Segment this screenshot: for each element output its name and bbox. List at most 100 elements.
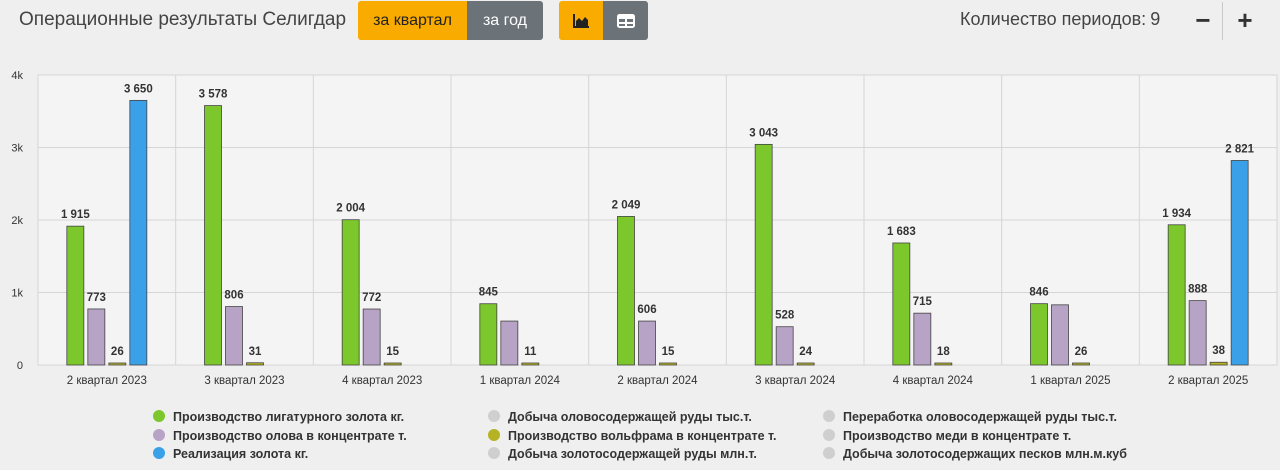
x-tick-label: 2 квартал 2024 — [617, 375, 698, 387]
legend-item[interactable]: Производство меди в концентрате т. — [823, 429, 1071, 443]
legend-label: Добыча оловосодержащей руды тыс.т. — [508, 410, 752, 424]
data-label: 2 004 — [336, 203, 365, 215]
legend-marker-icon — [153, 410, 165, 422]
bar[interactable] — [1030, 303, 1048, 366]
bar[interactable] — [1072, 362, 1090, 366]
bar[interactable] — [204, 105, 222, 366]
data-label: 3 650 — [124, 83, 153, 95]
bar[interactable] — [341, 219, 360, 366]
data-label: 845 — [479, 287, 499, 299]
bar[interactable] — [796, 362, 815, 366]
data-label: 1 683 — [887, 226, 916, 238]
bar[interactable] — [66, 225, 85, 366]
legend-label: Производство олова в концентрате т. — [173, 429, 407, 443]
legend-marker-icon — [488, 429, 500, 441]
legend-label: Добыча золотосодержащих песков млн.м.куб — [843, 447, 1127, 461]
decrease-periods-button[interactable]: − — [1195, 5, 1211, 35]
bar[interactable] — [638, 320, 656, 366]
legend-marker-icon — [823, 429, 835, 441]
data-label: 38 — [1212, 345, 1225, 357]
legend-item[interactable]: Реализация золота кг. — [153, 447, 308, 461]
year-toggle-button[interactable]: за год — [467, 1, 543, 40]
legend-marker-icon — [823, 447, 835, 459]
data-label: 2 821 — [1225, 143, 1254, 155]
x-tick-label: 2 квартал 2025 — [1168, 375, 1248, 387]
data-label: 888 — [1188, 284, 1208, 296]
data-label: 772 — [362, 292, 381, 304]
legend-item[interactable]: Производство олова в концентрате т. — [153, 429, 407, 443]
data-label: 1 934 — [1162, 208, 1191, 220]
data-label: 26 — [1075, 346, 1088, 358]
bar[interactable] — [1051, 304, 1069, 366]
bar[interactable] — [129, 99, 148, 366]
data-label: 3 043 — [749, 127, 778, 139]
area-chart-icon — [573, 13, 589, 28]
page-title: Операционные результаты Селигдар — [19, 9, 347, 30]
legend-item[interactable]: Производство вольфрама в концентрате т. — [488, 429, 777, 443]
bar[interactable] — [362, 308, 381, 366]
legend-label: Производство лигатурного золота кг. — [173, 410, 405, 424]
bar[interactable] — [754, 143, 773, 366]
quarter-toggle-button[interactable]: за квартал — [358, 1, 467, 40]
bar[interactable] — [1230, 160, 1249, 366]
table-view-button[interactable] — [603, 1, 648, 40]
x-tick-label: 3 квартал 2024 — [755, 375, 836, 387]
x-tick-label: 2 квартал 2023 — [67, 375, 147, 387]
bar[interactable] — [913, 312, 932, 366]
x-tick-label: 4 квартал 2024 — [893, 375, 974, 387]
legend-marker-icon — [153, 447, 165, 459]
bar[interactable] — [1209, 361, 1228, 366]
bar[interactable] — [500, 320, 519, 366]
chart-view-button[interactable] — [559, 1, 603, 40]
x-tick-label: 4 квартал 2023 — [342, 375, 422, 387]
legend-item[interactable]: Добыча оловосодержащей руды тыс.т. — [488, 410, 752, 424]
bar[interactable] — [521, 362, 540, 366]
data-label: 11 — [524, 346, 537, 358]
y-tick-label: 1k — [11, 288, 23, 300]
data-label: 806 — [224, 290, 243, 302]
legend-marker-icon — [153, 429, 165, 441]
legend-label: Реализация золота кг. — [173, 447, 309, 461]
y-tick-label: 2k — [11, 215, 23, 227]
divider — [1222, 2, 1223, 40]
bar[interactable] — [934, 362, 953, 366]
bar[interactable] — [383, 362, 402, 366]
header: Операционные результаты Селигдар за квар… — [0, 0, 1280, 44]
legend-item[interactable]: Добыча золотосодержащей руды млн.т. — [488, 447, 757, 461]
data-label: 24 — [799, 346, 812, 358]
y-tick-label: 3k — [11, 143, 23, 155]
data-label: 26 — [111, 346, 124, 358]
bar-chart: 0 1k 2k 3k 4k 2 квартал 2023 3 квартал 2023 4 к… — [11, 70, 1278, 387]
legend-item[interactable]: Переработка оловосодержащей руды тыс.т. — [823, 410, 1117, 424]
data-label: 15 — [662, 346, 675, 358]
data-label: 31 — [249, 346, 262, 358]
bar[interactable] — [775, 326, 794, 366]
legend-item[interactable]: Добыча золотосодержащих песков млн.м.куб — [823, 447, 1127, 461]
bar[interactable] — [617, 216, 635, 366]
x-tick-label: 1 квартал 2024 — [480, 375, 561, 387]
bar[interactable] — [1188, 300, 1207, 366]
data-label: 528 — [775, 310, 795, 322]
bar[interactable] — [87, 308, 106, 366]
bar[interactable] — [892, 242, 911, 366]
table-icon — [616, 13, 635, 28]
legend-marker-icon — [488, 410, 500, 422]
periods-value: 9 — [1150, 9, 1161, 29]
legend-item[interactable]: Производство лигатурного золота кг. — [153, 410, 404, 424]
legend-label: Производство вольфрама в концентрате т. — [508, 429, 777, 443]
bar[interactable] — [246, 362, 264, 366]
bar[interactable] — [659, 362, 677, 366]
data-label: 846 — [1029, 287, 1048, 299]
legend-label: Переработка оловосодержащей руды тыс.т. — [843, 410, 1117, 424]
data-label: 3 578 — [199, 89, 228, 101]
data-label: 2 049 — [612, 199, 641, 211]
y-tick-label: 4k — [11, 70, 23, 82]
x-tick-label: 3 квартал 2023 — [204, 375, 284, 387]
bar[interactable] — [479, 303, 498, 366]
bar[interactable] — [225, 306, 243, 366]
bar[interactable] — [1167, 224, 1186, 366]
increase-periods-button[interactable]: + — [1237, 5, 1253, 35]
bar[interactable] — [108, 362, 127, 366]
y-tick-label: 0 — [17, 360, 23, 372]
legend-marker-icon — [823, 410, 835, 422]
